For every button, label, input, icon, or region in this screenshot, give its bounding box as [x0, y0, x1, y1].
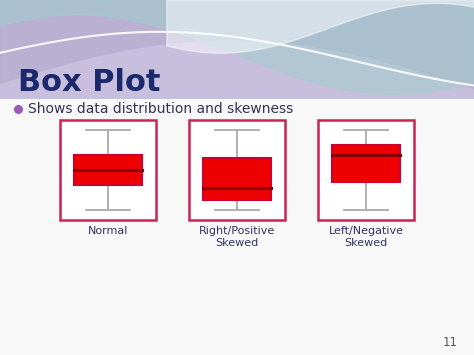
- Text: Normal: Normal: [88, 226, 128, 236]
- Text: Left/Negative
Skewed: Left/Negative Skewed: [328, 226, 403, 247]
- Bar: [332, 145, 400, 182]
- Text: Shows data distribution and skewness: Shows data distribution and skewness: [28, 102, 293, 116]
- Text: Box Plot: Box Plot: [18, 68, 161, 97]
- Bar: [74, 155, 142, 185]
- Text: 11: 11: [443, 336, 458, 349]
- Bar: [318, 120, 414, 220]
- Bar: [189, 120, 285, 220]
- Bar: [203, 158, 271, 200]
- Text: Right/Positive
Skewed: Right/Positive Skewed: [199, 226, 275, 247]
- Bar: [60, 120, 156, 220]
